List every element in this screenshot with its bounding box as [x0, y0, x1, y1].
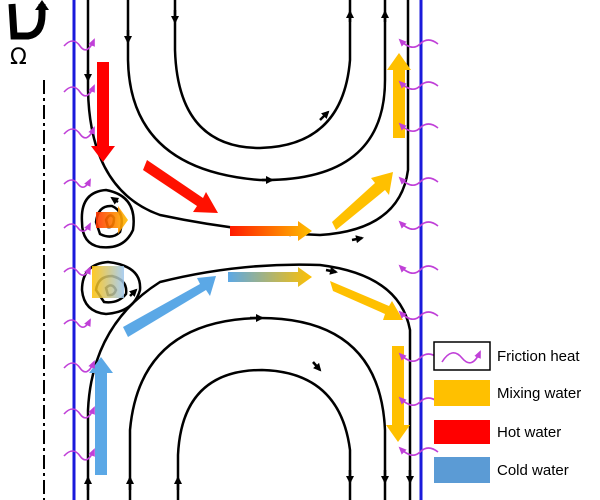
hot-arrow-diagonal: [143, 160, 218, 213]
squiggle-arrow-icon: [63, 84, 95, 97]
legend-cold-swatch: [434, 457, 490, 483]
cold-arrow-up: [89, 357, 113, 475]
squiggle-arrow-icon: [398, 396, 439, 406]
mixing-arrow-up-top: [387, 53, 411, 138]
squiggle-arrow-icon: [63, 178, 91, 188]
squiggle-arrow-icon: [63, 126, 95, 139]
squiggle-arrow-icon: [63, 318, 91, 328]
hot-water-arrows: [91, 62, 312, 241]
friction-heat-inner: [63, 38, 95, 461]
mixing-water-arrows: [330, 53, 411, 442]
hot-arrow-down: [91, 62, 115, 162]
squiggle-arrow-icon: [398, 176, 439, 186]
legend-friction-label: Friction heat: [497, 348, 580, 365]
legend-hot-swatch: [434, 420, 490, 444]
eddy-mixing-cold-arrow: [92, 266, 124, 298]
squiggle-arrow-icon: [63, 38, 95, 51]
hot-to-mixing-arrow: [230, 221, 312, 241]
squiggle-arrow-icon: [63, 360, 95, 373]
eddy-hot-mixing-arrow: [96, 206, 128, 234]
mixing-arrow-diagonal-down: [330, 281, 403, 320]
legend-mixing-swatch: [434, 380, 490, 406]
squiggle-arrow-icon: [398, 122, 439, 132]
omega-label: Ω: [10, 45, 27, 70]
legend-friction-swatch: [433, 341, 491, 371]
cold-to-mixing-arrow: [228, 267, 312, 287]
legend-mixing-label: Mixing water: [497, 385, 581, 402]
squiggle-arrow-icon: [398, 310, 439, 320]
squiggle-arrow-icon: [398, 80, 439, 90]
squiggle-arrow-icon: [63, 448, 95, 461]
lower-streamline-arrows: [84, 266, 414, 490]
squiggle-arrow-icon: [63, 406, 95, 419]
rotation-arrow-icon: [8, 0, 49, 40]
squiggle-arrow-icon: [63, 222, 91, 232]
legend-cold-label: Cold water: [497, 462, 569, 479]
squiggle-arrow-icon: [398, 264, 439, 274]
squiggle-arrow-icon: [398, 220, 439, 230]
squiggle-arrow-icon: [441, 350, 481, 364]
cold-arrow-diagonal: [123, 276, 216, 337]
squiggle-arrow-icon: [398, 352, 439, 362]
squiggle-arrow-icon: [398, 446, 439, 456]
cold-water-arrows: [89, 267, 312, 475]
upper-streamline-arrows: [84, 10, 389, 244]
friction-heat-outer: [398, 38, 439, 456]
mixing-arrow-diagonal-up: [332, 172, 393, 230]
legend-hot-label: Hot water: [497, 424, 561, 441]
squiggle-arrow-icon: [63, 266, 91, 276]
squiggle-arrow-icon: [398, 38, 439, 48]
legend: Friction heat Mixing water Hot water Col…: [433, 341, 581, 483]
mixing-arrow-down-bottom: [386, 346, 410, 442]
